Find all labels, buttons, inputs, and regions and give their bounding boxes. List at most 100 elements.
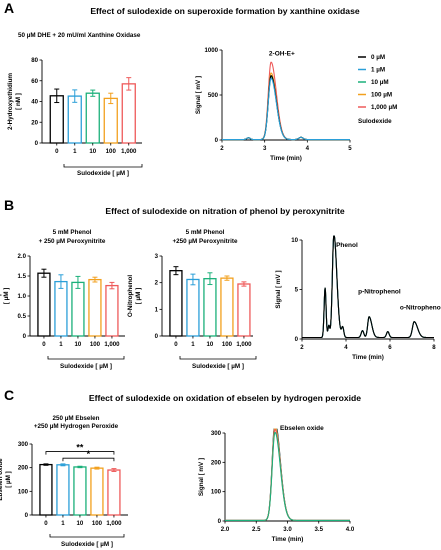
- y-tick-label: 20: [31, 119, 38, 126]
- bar: [203, 278, 217, 337]
- x-tick-label: 100: [106, 148, 117, 155]
- x-tick-label: 4.0: [346, 526, 355, 533]
- y-tick-label: 200: [211, 459, 222, 466]
- bar: [169, 270, 183, 337]
- panel-letter-a: A: [4, 0, 14, 16]
- bar: [103, 97, 118, 144]
- peak-label: p-Nitrophenol: [358, 288, 401, 295]
- trace-line: [224, 428, 351, 521]
- panel-letter-c: C: [4, 387, 14, 403]
- condition-label: 5 mM Phenol: [53, 229, 92, 236]
- bar: [73, 466, 87, 516]
- dose-bracket: [179, 356, 257, 360]
- dose-bracket: [63, 164, 143, 168]
- chart-a-trace: 0 500 1000 2 3 4 5 Time (min) Signal [ mV ] 2-OH-…: [195, 47, 352, 162]
- legend-label-3: 100 µM: [371, 92, 392, 99]
- x-tick-label: 6: [388, 344, 392, 351]
- legend-label-0: 0 µM: [371, 54, 385, 61]
- legend-label-4: 1,000 µM: [371, 104, 397, 111]
- y-tick-label: 0: [155, 333, 159, 340]
- x-axis-label: Time (min): [352, 354, 384, 361]
- significance-bracket: [45, 451, 115, 455]
- bar: [39, 463, 53, 516]
- chart-b-bar-p-nitrophenol: 0 0.5 1.0 1.5 2.0 5 mM Phenol + 250 µM Peroxyn…: [0, 229, 125, 370]
- y-tick-label: 2: [155, 280, 159, 287]
- y-tick-label: 500: [208, 92, 219, 99]
- x-tick-label: 0: [42, 341, 46, 348]
- bar: [88, 278, 102, 337]
- x-tick-label: 1: [61, 520, 65, 527]
- y-axis-label: Signal [ mV ]: [275, 270, 282, 308]
- bar: [71, 281, 85, 337]
- y-axis-label: [ µM ]: [5, 471, 12, 488]
- x-tick-label: 0: [174, 341, 178, 348]
- y-tick-label: 0: [295, 336, 299, 343]
- chart-c-trace: 0 100 200 300 2.0 2.5 3.0 3.5 4.0 Time (min) Signa…: [198, 425, 355, 543]
- x-tick-label: 100: [90, 341, 101, 348]
- trace-line: [224, 428, 351, 521]
- x-tick-label: 1: [59, 341, 63, 348]
- x-axis-label: Time (min): [272, 536, 304, 543]
- y-tick-label: 1.0: [18, 293, 27, 300]
- x-tick-label: 100: [222, 341, 233, 348]
- y-axis-label: [ µM ]: [3, 288, 10, 305]
- bar: [37, 272, 51, 337]
- significance-label: *: [87, 449, 91, 459]
- bar: [237, 283, 251, 337]
- chart-a-bar: 0 20 40 60 80 50 µM DHE + 20 mU/ml Xanthine O…: [7, 32, 143, 177]
- x-tick-label: 8: [432, 344, 436, 351]
- bar: [90, 467, 104, 516]
- condition-label: 250 µM Ebselen: [52, 415, 99, 422]
- y-tick-label: 0.5: [18, 313, 27, 320]
- trace-line: [224, 428, 351, 521]
- x-tick-label: 4: [306, 145, 310, 152]
- trace-line: [224, 428, 351, 521]
- condition-label: +250 µM Peroxynitrite: [172, 238, 238, 245]
- x-tick-label: 1,000: [121, 148, 137, 155]
- x-tick-label: 3.5: [315, 526, 324, 533]
- x-tick-label: 2: [300, 344, 304, 351]
- y-tick-label: 0: [23, 333, 27, 340]
- y-tick-label: 300: [211, 430, 222, 437]
- y-tick-label: 1: [155, 306, 159, 313]
- x-tick-label: 1,000: [104, 341, 120, 348]
- x-tick-label: 1,000: [236, 341, 252, 348]
- y-tick-label: 10: [291, 237, 298, 244]
- y-tick-label: 0: [215, 137, 219, 144]
- x-tick-label: 0: [44, 520, 48, 527]
- chart-b-trace: 0 5 10 2 4 6 8 Time (min) Signal [ mV ] Phenol p-N…: [275, 235, 441, 361]
- legend-label-1: 1 µM: [371, 67, 385, 74]
- x-tick-label: 3.0: [283, 526, 292, 533]
- peak-label: Phenol: [336, 242, 358, 249]
- x-axis-label: Sulodexide [ µM ]: [77, 170, 129, 177]
- y-tick-label: 100: [18, 488, 29, 495]
- y-axis-label: Signal [ mV ]: [195, 76, 202, 114]
- x-tick-label: 10: [77, 520, 84, 527]
- significance-bracket: [62, 457, 115, 462]
- x-tick-label: 10: [89, 148, 96, 155]
- x-tick-label: 10: [207, 341, 214, 348]
- y-tick-label: 0: [218, 518, 222, 525]
- dose-bracket: [47, 356, 125, 360]
- y-tick-label: 200: [18, 465, 29, 472]
- x-tick-label: 1: [191, 341, 195, 348]
- y-tick-label: 80: [31, 57, 38, 64]
- bar: [186, 278, 200, 337]
- y-tick-label: 2.0: [18, 253, 27, 260]
- x-tick-label: 0: [55, 148, 59, 155]
- x-axis-label: Sulodexide [ µM ]: [60, 363, 112, 370]
- y-tick-label: 0: [35, 140, 39, 147]
- bar: [220, 277, 234, 337]
- y-tick-label: 40: [31, 99, 38, 106]
- y-tick-label: 300: [18, 441, 29, 448]
- x-tick-label: 10: [75, 341, 82, 348]
- bar: [67, 95, 82, 144]
- trace-line: [221, 75, 351, 141]
- bar: [105, 284, 119, 337]
- condition-label: 5 mM Phenol: [186, 229, 225, 236]
- trace-line: [221, 76, 351, 141]
- y-tick-label: 0: [25, 512, 29, 519]
- trace-line: [221, 77, 351, 141]
- x-axis-label: Time (min): [270, 155, 302, 162]
